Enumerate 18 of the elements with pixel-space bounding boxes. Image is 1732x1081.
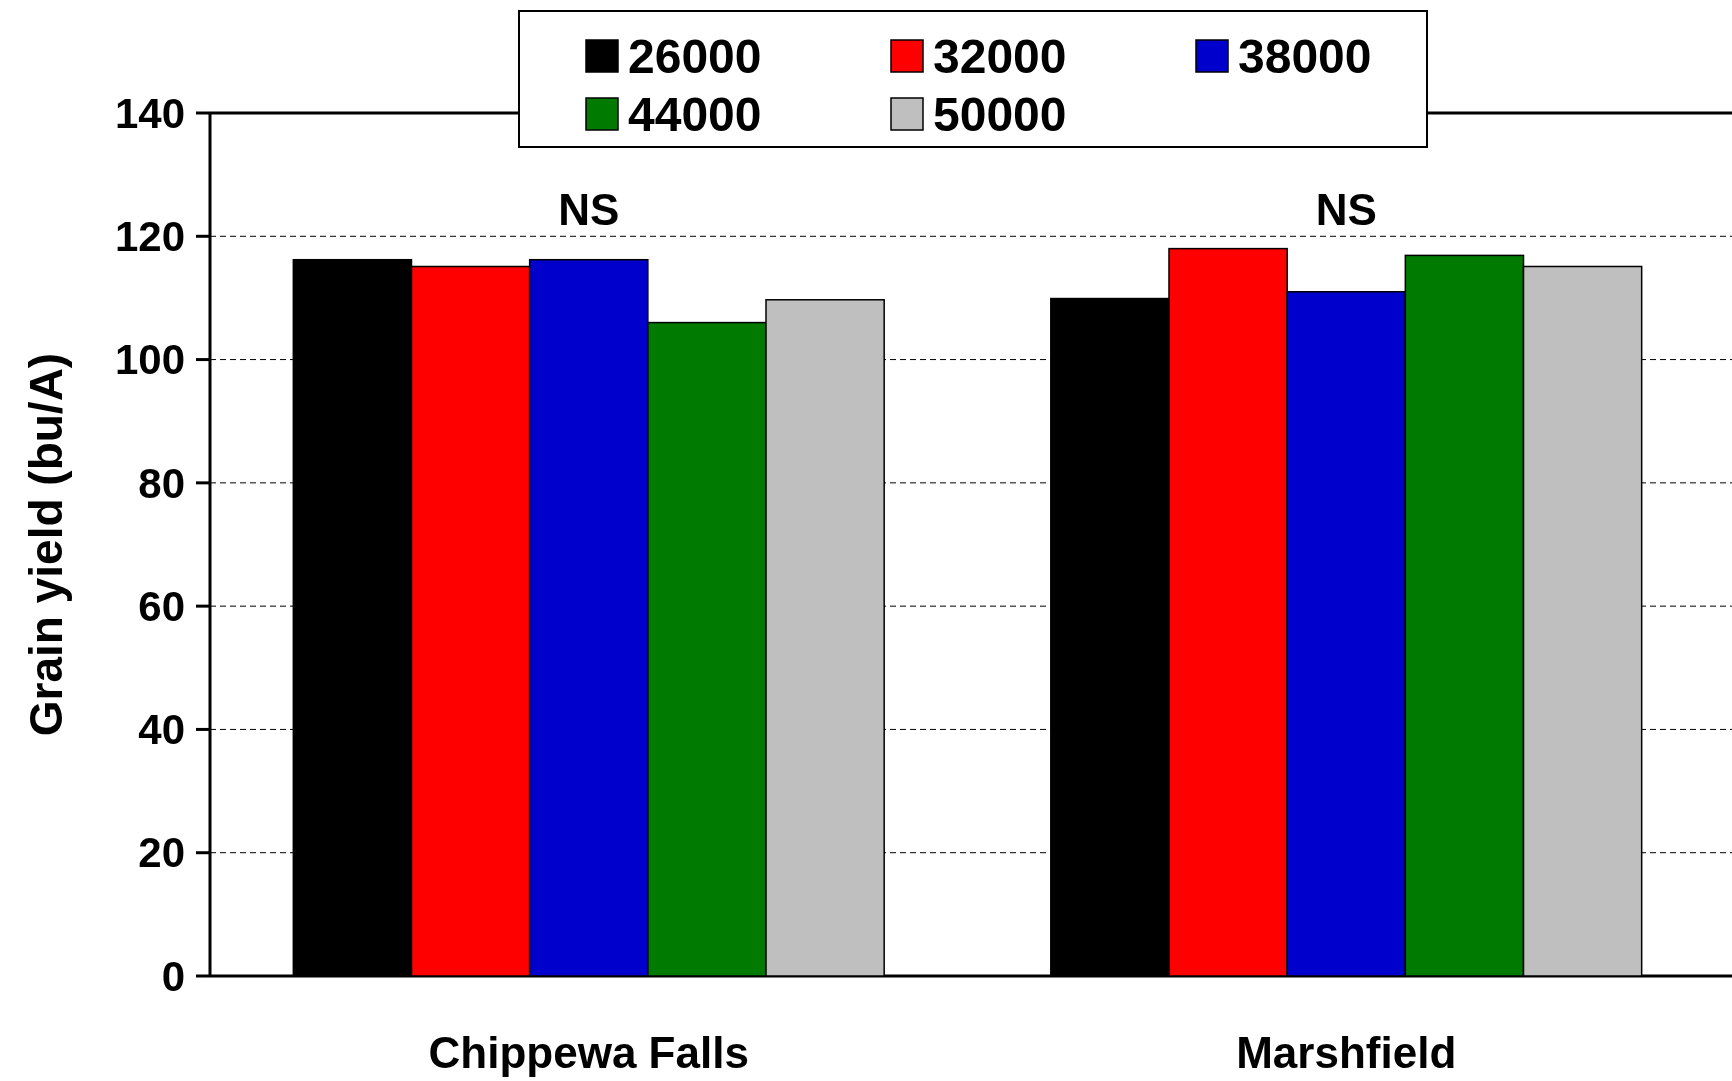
legend-label: 32000 bbox=[933, 29, 1067, 83]
x-tick-label: Marshfield bbox=[1236, 1028, 1457, 1077]
y-tick-label: 60 bbox=[138, 582, 185, 630]
y-tick-label: 0 bbox=[161, 952, 185, 1000]
y-tick-label: 100 bbox=[114, 336, 185, 384]
y-tick-label: 140 bbox=[114, 89, 185, 137]
annotation: NS bbox=[1315, 185, 1377, 234]
y-tick-label: 80 bbox=[138, 459, 185, 507]
annotation: NS bbox=[558, 185, 620, 234]
legend-label: 38000 bbox=[1238, 29, 1372, 83]
legend-label: 50000 bbox=[933, 87, 1067, 141]
x-tick-label: Chippewa Falls bbox=[428, 1028, 749, 1077]
y-tick-label: 20 bbox=[138, 829, 185, 877]
legend-label: 26000 bbox=[628, 29, 762, 83]
y-tick-label: 120 bbox=[114, 212, 185, 260]
legend-label: 44000 bbox=[628, 87, 762, 141]
y-axis-title: Grain yield (bu/A) bbox=[20, 352, 72, 737]
y-tick-label: 40 bbox=[138, 706, 185, 754]
